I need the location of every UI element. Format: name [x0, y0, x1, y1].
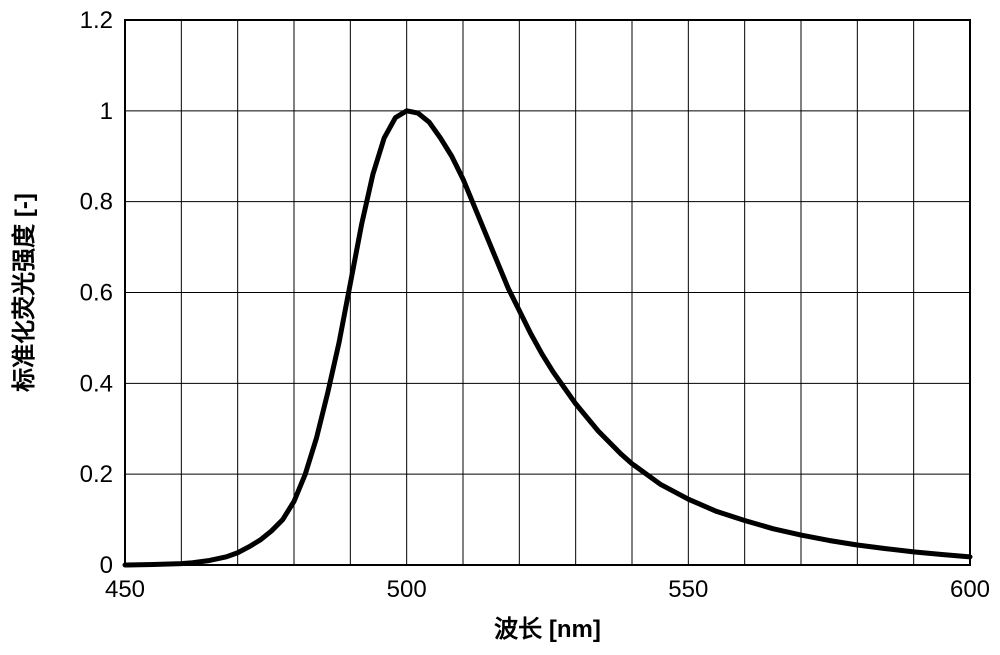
y-tick-label: 1 [100, 98, 113, 125]
y-tick-label: 1.2 [80, 7, 113, 34]
y-tick-label: 0.4 [80, 370, 113, 397]
y-tick-label: 0.8 [80, 189, 113, 216]
y-tick-label: 0.6 [80, 280, 113, 307]
x-tick-label: 500 [387, 576, 427, 603]
x-tick-label: 450 [105, 576, 145, 603]
y-axis-label: 标准化荧光强度 [-] [10, 193, 38, 392]
chart-svg: 450 500 550 600 0 0.2 0.4 0.6 0.8 1 1.2 波长 [nm] 标准化荧… [0, 0, 1000, 655]
x-axis-label: 波长 [nm] [494, 616, 601, 643]
y-tick-label: 0 [100, 552, 113, 579]
x-tick-label: 550 [668, 576, 708, 603]
fluorescence-chart: 450 500 550 600 0 0.2 0.4 0.6 0.8 1 1.2 波长 [nm] 标准化荧… [0, 0, 1000, 655]
y-tick-label: 0.2 [80, 461, 113, 488]
x-tick-label: 600 [950, 576, 990, 603]
